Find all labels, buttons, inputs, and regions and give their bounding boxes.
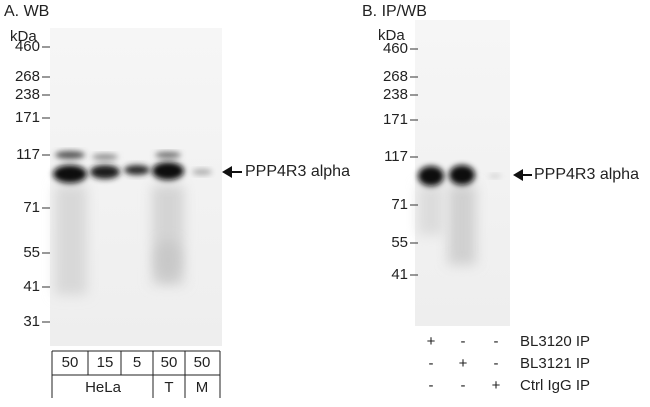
marker-label: 41 — [391, 266, 408, 283]
lane-load: 50 — [62, 354, 79, 371]
arrow — [513, 169, 532, 181]
marker-label: 268 — [15, 68, 40, 85]
lane-load: 5 — [133, 354, 141, 371]
band-label: PPP4R3 alpha — [534, 166, 639, 183]
group-label: T — [164, 379, 173, 396]
marker-label: 268 — [383, 68, 408, 85]
markers-b — [410, 48, 418, 276]
marker-label: 31 — [23, 313, 40, 330]
group-label: M — [196, 379, 209, 396]
marker-label: 55 — [23, 244, 40, 261]
group-label: HeLa — [85, 379, 122, 396]
marker-label: 171 — [383, 111, 408, 128]
marker-label: 460 — [383, 40, 408, 57]
ip-label: BL3121 IP — [520, 355, 590, 372]
lane-lines — [51, 350, 221, 398]
ip-sign: - — [429, 355, 434, 372]
ip-sign: - — [494, 355, 499, 372]
blot-b — [415, 20, 510, 326]
marker-label: 171 — [15, 109, 40, 126]
panel-title: B. IP/WB — [362, 3, 427, 20]
marker-label: 71 — [23, 199, 40, 216]
marker-label: 117 — [16, 146, 40, 163]
markers-a — [42, 46, 50, 323]
lane-load: 15 — [97, 354, 114, 371]
blot-a — [50, 28, 222, 346]
ip-sign: + — [427, 333, 436, 350]
unit-label: kDa — [378, 27, 405, 44]
ip-sign: - — [461, 333, 466, 350]
band-label: PPP4R3 alpha — [245, 163, 350, 180]
ip-sign: - — [429, 377, 434, 394]
ip-sign: + — [492, 377, 501, 394]
marker-label: 238 — [15, 86, 40, 103]
ip-sign: + — [459, 355, 468, 372]
unit-label: kDa — [10, 28, 37, 45]
lane-load: 50 — [194, 354, 211, 371]
marker-label: 55 — [391, 234, 408, 251]
marker-label: 238 — [383, 86, 408, 103]
marker-label: 41 — [23, 278, 40, 295]
ip-sign: - — [494, 333, 499, 350]
ip-label: Ctrl IgG IP — [520, 377, 590, 394]
marker-label: 117 — [384, 148, 408, 165]
panel-title: A. WB — [4, 3, 49, 20]
lane-load: 50 — [161, 354, 178, 371]
ip-sign: - — [461, 377, 466, 394]
arrow — [222, 166, 242, 178]
marker-label: 71 — [391, 196, 408, 213]
marker-label: 460 — [15, 38, 40, 55]
ip-label: BL3120 IP — [520, 333, 590, 350]
